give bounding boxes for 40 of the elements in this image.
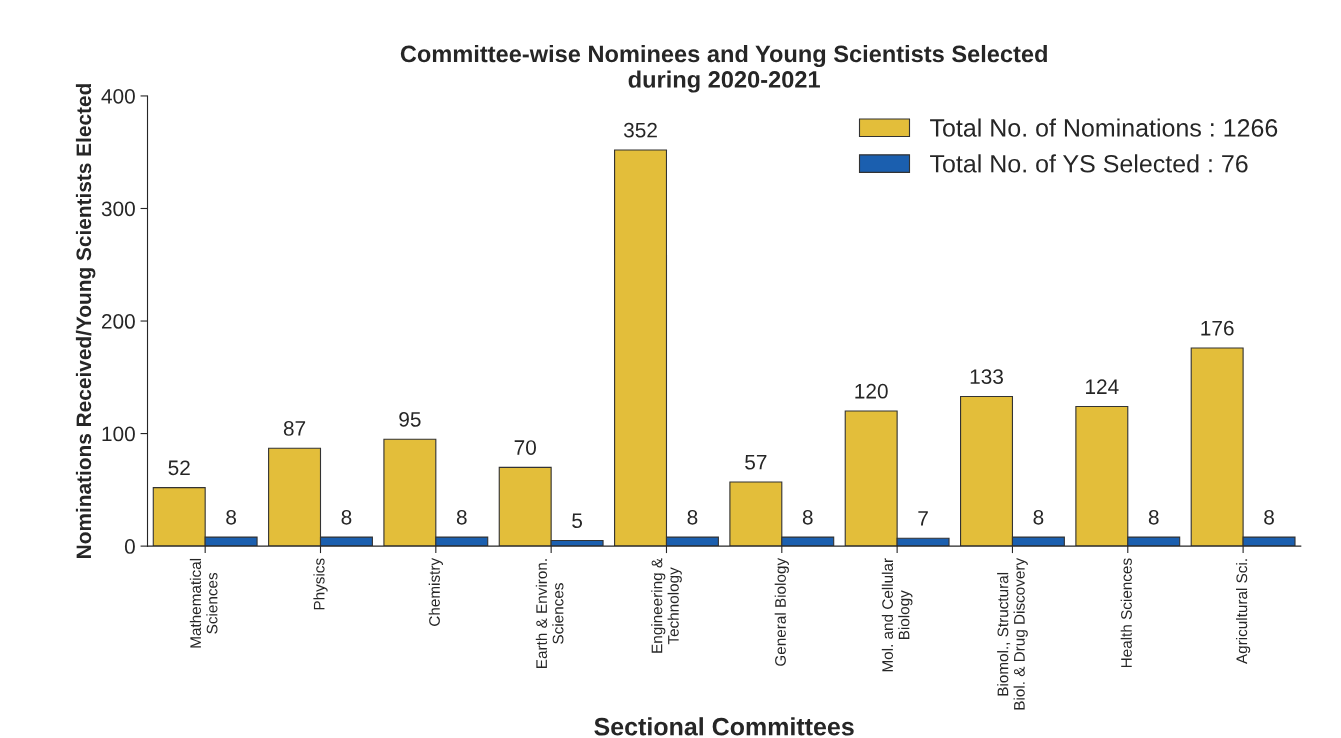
data-label: 8 — [341, 509, 352, 525]
y-tick-label: 100 — [102, 426, 135, 442]
data-label: 5 — [572, 513, 583, 529]
data-label: 124 — [1086, 379, 1119, 394]
data-label: 176 — [1201, 320, 1234, 336]
x-tick-label: Agricultural Sci. — [1235, 559, 1251, 665]
y-tick-label: 400 — [101, 88, 135, 104]
data-label: 8 — [1033, 509, 1044, 525]
y-axis-title: Nominations Received/Young Scientists Elected — [75, 84, 96, 558]
data-label: 120 — [855, 383, 888, 399]
x-tick-label: Physics — [313, 558, 328, 610]
x-tick-label: Mathematical Sciences — [189, 558, 218, 648]
x-tick-label: General Biology — [774, 557, 789, 666]
data-label: 8 — [1148, 509, 1159, 525]
data-label: 70 — [514, 440, 536, 455]
data-label: 352 — [623, 122, 657, 138]
data-label: 87 — [283, 421, 306, 436]
data-label: 8 — [687, 509, 698, 525]
y-tick-label: 0 — [124, 539, 135, 554]
data-label: 8 — [226, 509, 237, 525]
chart-title: Committee-wise Nominees and Young Scientists Selected during 2020-2021 — [400, 44, 1047, 93]
data-label: 52 — [168, 460, 190, 476]
x-tick-label: Mol. and Cellular Biology — [881, 558, 913, 672]
legend-label: Total No. of Nominations : 1266 — [930, 118, 1278, 137]
data-label: 8 — [802, 509, 813, 525]
x-tick-label: Engineering & Technology — [651, 558, 682, 653]
x-tick-label: Earth & Environ. Sciences — [535, 559, 564, 668]
y-tick-label: 300 — [101, 201, 135, 217]
data-label: 7 — [918, 511, 928, 526]
x-tick-label: Health Sciences — [1120, 558, 1132, 668]
x-tick-label: Biomol., Structural Biol. & Drug Discovery — [997, 557, 1028, 710]
data-label: 8 — [456, 509, 467, 525]
data-label: 95 — [399, 412, 421, 427]
data-label: 133 — [970, 369, 1003, 384]
x-axis-title: Sectional Committees — [594, 717, 854, 736]
data-label: 8 — [1264, 509, 1274, 525]
y-tick-label: 200 — [102, 314, 135, 329]
x-tick-label: Chemistry — [428, 557, 443, 626]
legend-label: Total No. of YS Selected : 76 — [930, 154, 1248, 173]
data-label: 57 — [745, 454, 767, 470]
